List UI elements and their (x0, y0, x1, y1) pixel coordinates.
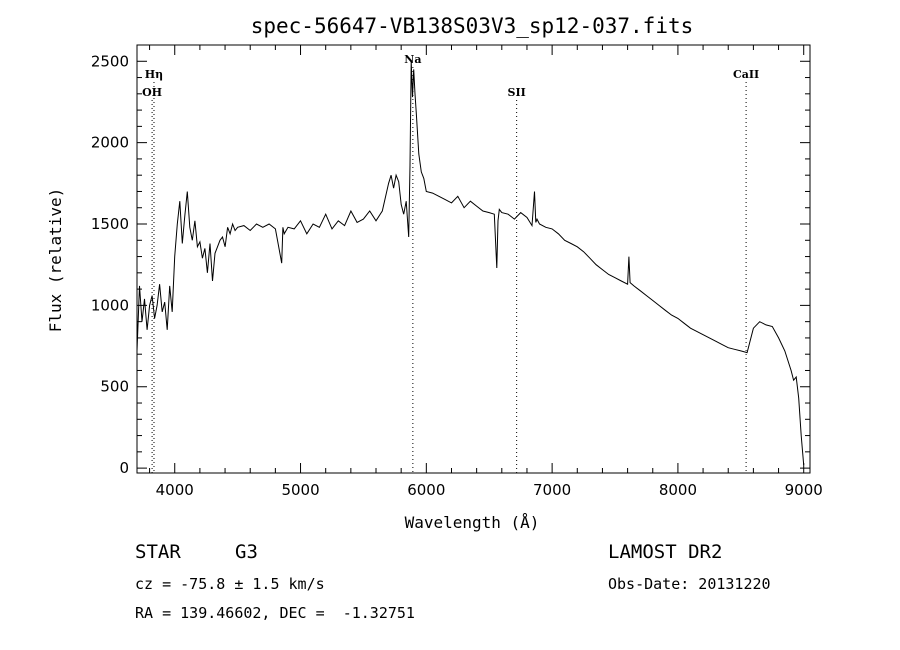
line-markers: OH Hη Na SII CaII (142, 53, 759, 473)
x-tick-label: 5000 (281, 481, 319, 499)
marker-label: CaII (733, 68, 759, 81)
marker-label: Na (404, 53, 421, 66)
x-tick-label: 7000 (533, 481, 571, 499)
y-tick-label: 1500 (91, 215, 129, 233)
marker-label: SII (508, 86, 526, 99)
y-tick-label: 2500 (91, 52, 129, 70)
plot-frame (136, 44, 811, 474)
x-tick-label: 6000 (407, 481, 445, 499)
obs-date: Obs-Date: 20131220 (608, 575, 771, 593)
coordinates: RA = 139.46602, DEC = -1.32751 (135, 604, 415, 622)
x-axis-label: Wavelength (Å) (405, 513, 540, 532)
marker-label: Hη (145, 68, 163, 81)
y-tick-label: 2000 (91, 134, 129, 152)
marker-label: OH (142, 86, 162, 99)
y-tick-label: 1000 (91, 296, 129, 314)
chart-title: spec-56647-VB138S03V3_sp12-037.fits (251, 14, 694, 38)
y-axis-label: Flux (relative) (46, 188, 65, 333)
x-tick-label: 9000 (785, 481, 823, 499)
survey-label: LAMOST DR2 (608, 541, 723, 563)
axis-ticks: 4000 5000 6000 7000 8000 9000 0 500 1000 1500 2000… (91, 45, 823, 499)
y-tick-label: 0 (119, 459, 129, 477)
object-class: STAR (135, 541, 181, 563)
object-subclass: G3 (235, 541, 258, 563)
spectrum-line (136, 61, 805, 465)
redshift-text: cz = -75.8 ± 1.5 km/s (135, 575, 325, 593)
y-tick-label: 500 (100, 378, 129, 396)
x-tick-label: 8000 (659, 481, 697, 499)
x-tick-label: 4000 (156, 481, 194, 499)
